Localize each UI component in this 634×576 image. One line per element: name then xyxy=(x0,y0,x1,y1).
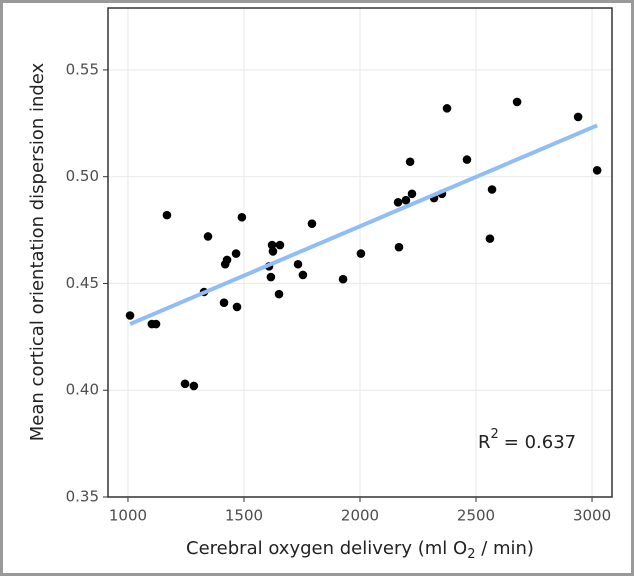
point xyxy=(407,189,417,199)
plot-area xyxy=(103,7,613,502)
point xyxy=(266,272,276,282)
annotation: R2 = 0.637 xyxy=(478,427,576,454)
y-axis-title: Mean cortical orientation dispersion ind… xyxy=(27,62,48,441)
x-axis-title: Cerebral oxygen delivery (ml O2 / min) xyxy=(186,538,534,562)
x-title-text: Cerebral oxygen delivery (ml O xyxy=(186,538,467,559)
y-tick-label: 0.45 xyxy=(66,274,99,292)
point xyxy=(307,219,317,228)
point xyxy=(592,165,602,175)
point xyxy=(189,381,199,391)
point xyxy=(222,255,232,265)
point xyxy=(203,232,213,241)
x-tick-label: 2000 xyxy=(341,507,379,525)
annotation-base: R xyxy=(478,432,491,453)
trend-line xyxy=(129,123,598,326)
x-tick-label: 2500 xyxy=(457,507,495,525)
panel-border xyxy=(107,7,613,498)
point xyxy=(162,210,172,220)
annotation-text: = 0.637 xyxy=(504,432,576,453)
point xyxy=(298,270,308,280)
point xyxy=(487,185,497,194)
point xyxy=(293,259,303,269)
point xyxy=(338,274,348,284)
annotation-sup: 2 xyxy=(491,427,499,442)
point xyxy=(512,97,522,107)
y-tick-label: 0.40 xyxy=(66,381,99,399)
point xyxy=(125,311,135,320)
point xyxy=(356,249,366,258)
x-tick-label: 1500 xyxy=(225,507,263,525)
point xyxy=(232,302,242,312)
point xyxy=(485,234,495,243)
point xyxy=(180,379,190,389)
x-title-tail: / min) xyxy=(475,538,533,559)
point xyxy=(274,289,284,299)
x-title-sub: 2 xyxy=(467,547,475,562)
point xyxy=(393,198,403,207)
y-tick-label: 0.35 xyxy=(66,488,99,506)
y-tick-label: 0.55 xyxy=(66,60,99,78)
point xyxy=(267,240,277,250)
point xyxy=(462,155,472,164)
point xyxy=(394,242,404,252)
y-tick-label: 0.50 xyxy=(66,167,99,185)
x-tick-label: 1000 xyxy=(109,507,147,525)
point xyxy=(405,157,415,167)
point xyxy=(219,298,229,307)
x-tick-label: 3000 xyxy=(573,507,611,525)
point xyxy=(275,240,285,250)
point xyxy=(401,195,411,205)
point xyxy=(442,104,452,113)
point xyxy=(573,112,583,122)
point xyxy=(237,212,247,222)
point xyxy=(268,247,278,256)
point xyxy=(231,249,241,258)
point xyxy=(151,319,161,329)
